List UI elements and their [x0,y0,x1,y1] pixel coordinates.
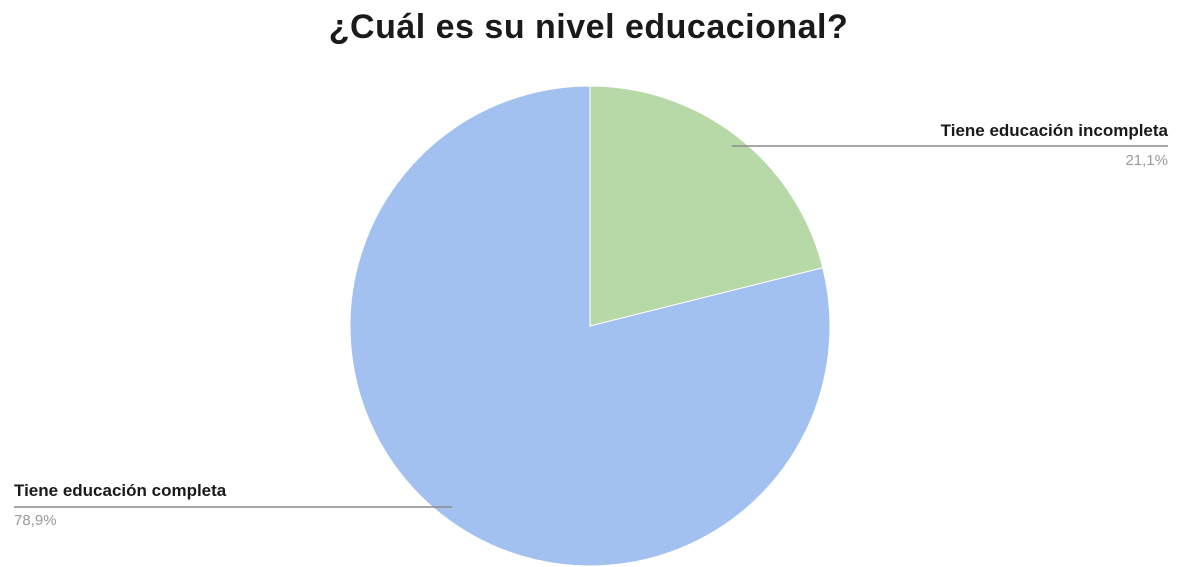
slice-label: Tiene educación completa [14,481,227,500]
slice-value-label: 21,1% [1125,152,1168,169]
pie-slice [349,85,831,567]
chart-title: ¿Cuál es su nivel educacional? [328,8,849,46]
pie-slices [349,85,831,567]
pie-slice [589,85,824,327]
slice-label: Tiene educación incompleta [941,121,1169,140]
pie-labels: Tiene educación incompleta 21,1% Tiene edu… [14,121,1169,529]
slice-value-label: 78,9% [14,512,57,529]
